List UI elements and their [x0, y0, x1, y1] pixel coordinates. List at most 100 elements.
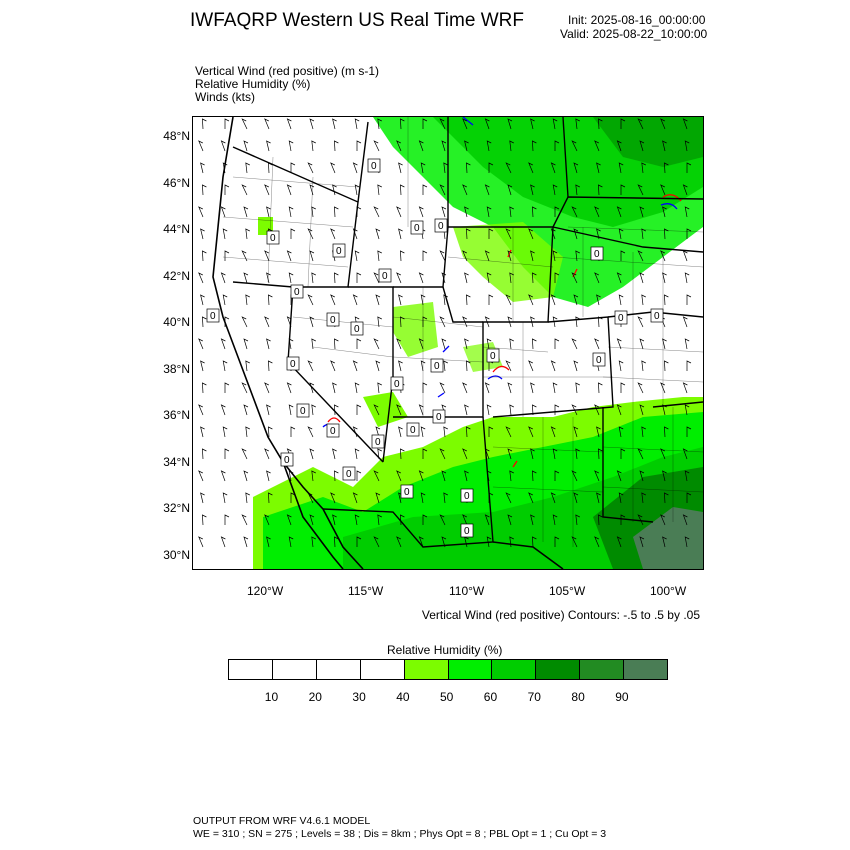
- wind-barb: [202, 448, 207, 460]
- svg-text:0: 0: [284, 455, 290, 466]
- wind-barb: [352, 426, 358, 438]
- wind-barb: [550, 162, 556, 174]
- field-vertical-wind: Vertical Wind (red positive) (m s-1): [195, 64, 380, 78]
- rh-shading-south: [253, 342, 703, 569]
- colorbar-cell: [448, 660, 493, 679]
- wind-barb: [198, 338, 204, 350]
- wind-barb: [530, 250, 535, 262]
- wind-barb: [641, 492, 646, 504]
- wind-barb: [660, 250, 666, 262]
- lon-label: 105°W: [549, 584, 586, 598]
- wind-barb: [466, 162, 471, 174]
- wind-barb: [198, 536, 204, 548]
- wind-barb: [530, 382, 535, 394]
- wind-barb: [307, 492, 314, 504]
- wind-barb: [243, 140, 249, 152]
- wind-barb: [596, 228, 601, 240]
- wind-barb: [356, 206, 362, 217]
- wind-barb: [288, 404, 294, 416]
- wind-barb: [266, 404, 271, 416]
- wind-barb: [484, 448, 490, 460]
- svg-text:0: 0: [594, 249, 600, 260]
- wind-barb: [682, 250, 688, 262]
- svg-text:0: 0: [330, 426, 336, 437]
- wind-barb: [334, 206, 339, 218]
- wind-barb: [530, 514, 535, 526]
- wind-barb: [575, 250, 580, 262]
- wind-barb: [268, 162, 273, 174]
- svg-text:0: 0: [410, 425, 416, 436]
- wind-barb: [660, 118, 666, 130]
- wind-barb: [286, 250, 292, 262]
- wind-barb: [311, 470, 316, 482]
- wind-barb: [660, 514, 666, 526]
- wind-barb: [575, 448, 580, 460]
- wind-barb: [418, 140, 424, 152]
- wind-barb: [639, 536, 645, 548]
- wind-barb: [202, 184, 207, 196]
- wind-barb: [618, 228, 624, 240]
- wind-barb: [620, 118, 626, 129]
- wind-barb: [486, 404, 492, 416]
- wind-barb: [309, 382, 315, 394]
- wind-barb: [637, 448, 644, 460]
- wind-barb: [309, 316, 315, 328]
- wind-barb: [507, 382, 513, 394]
- model-info: OUTPUT FROM WRF V4.6.1 MODEL: [193, 815, 371, 827]
- wind-barb: [332, 184, 337, 196]
- wind-barb: [594, 404, 600, 416]
- wind-barb: [266, 140, 271, 152]
- wind-barb: [241, 382, 248, 394]
- wind-barb: [220, 206, 226, 218]
- wind-barb: [332, 514, 337, 526]
- wind-barb: [682, 448, 688, 460]
- wind-barb: [462, 250, 468, 262]
- contour-label: 0: [390, 376, 404, 391]
- wind-barb: [505, 492, 512, 504]
- wind-barb: [290, 162, 296, 173]
- wind-barb: [620, 514, 626, 525]
- wind-barb: [373, 470, 380, 482]
- contour-label: 0: [290, 284, 304, 299]
- wind-barb: [422, 316, 428, 327]
- wind-barb: [616, 536, 622, 548]
- wind-barb: [486, 206, 492, 218]
- wind-barb: [198, 140, 204, 152]
- wind-barb: [266, 536, 271, 548]
- wind-barb: [330, 162, 336, 174]
- wind-barb: [620, 250, 626, 261]
- wind-barb: [462, 382, 468, 394]
- field-relative-humidity: Relative Humidity (%): [195, 77, 311, 91]
- wind-barb: [224, 316, 230, 327]
- wind-barb: [594, 338, 600, 350]
- wind-barb: [509, 140, 514, 152]
- wind-barb: [639, 206, 645, 218]
- wind-barb: [573, 228, 579, 240]
- wind-barb: [637, 184, 644, 196]
- contour-label: 0: [371, 434, 385, 449]
- wind-barb: [245, 492, 250, 504]
- wind-barb: [552, 382, 558, 394]
- wind-barb: [598, 184, 603, 196]
- wind-barb: [618, 492, 624, 504]
- wind-barb: [443, 492, 448, 504]
- wind-barb: [552, 250, 558, 262]
- wind-barb: [220, 140, 226, 152]
- svg-text:0: 0: [394, 379, 400, 390]
- wind-barb: [311, 206, 316, 218]
- wind-barb: [509, 470, 514, 482]
- wind-barb: [466, 360, 471, 372]
- wind-barb: [243, 338, 249, 350]
- wind-barb: [662, 404, 667, 416]
- wind-barb: [309, 448, 315, 460]
- wind-barb: [552, 514, 558, 526]
- wind-barb: [682, 184, 688, 196]
- wind-barb: [396, 140, 402, 152]
- wind-barb: [596, 492, 601, 504]
- wind-barb: [377, 316, 382, 328]
- wind-barb: [554, 470, 560, 481]
- contour-label: 0: [296, 403, 310, 418]
- contour-label: 0: [280, 452, 294, 467]
- wind-barb: [220, 470, 226, 482]
- wind-barb: [375, 492, 381, 504]
